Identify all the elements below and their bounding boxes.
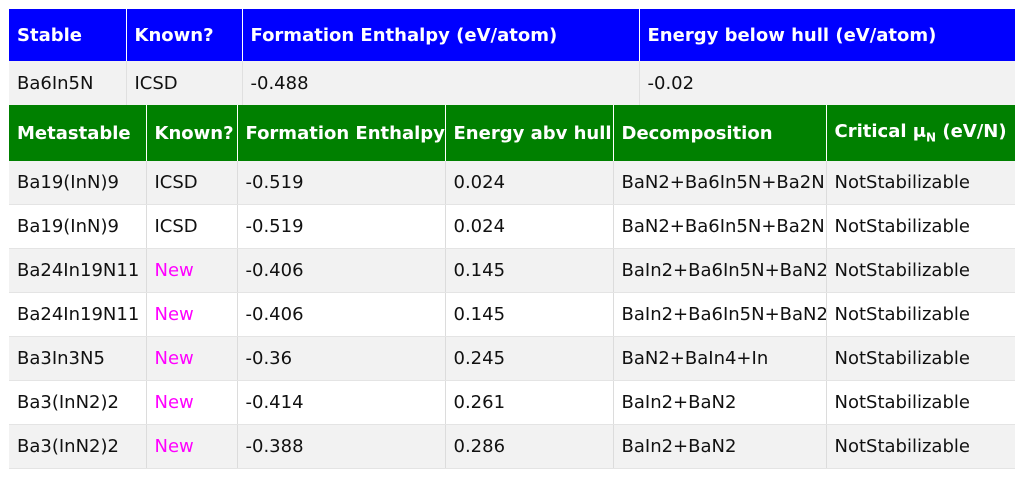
cell-decomposition: BaN2+Ba6In5N+Ba2N — [613, 161, 827, 205]
stable-header-cell: Known? — [126, 9, 243, 61]
metastable-header-cell: Formation Enthalpy — [237, 105, 446, 161]
cell-name: Ba19(InN)9 — [9, 204, 147, 249]
cell-name: Ba3(InN2)2 — [9, 424, 147, 469]
cell-known: New — [146, 380, 238, 425]
cell-decomposition: BaIn2+BaN2 — [613, 380, 827, 425]
cell-name: Ba24In19N11 — [9, 248, 147, 293]
table-row: Ba3(InN2)2 New -0.414 0.261 BaIn2+BaN2 NotSta… — [9, 380, 1015, 425]
cell-hull: 0.245 — [445, 336, 614, 381]
cell-decomposition: BaN2+BaIn4+In — [613, 336, 827, 381]
stable-table: Stable Known? Formation Enthalpy (eV/ato… — [9, 9, 1015, 105]
table-row: Ba19(InN)9 ICSD -0.519 0.024 BaN2+Ba6In5N+Ba… — [9, 204, 1015, 249]
cell-decomposition: BaN2+Ba6In5N+Ba2N — [613, 204, 827, 249]
critical-label: Critical μ — [834, 121, 927, 143]
stable-cell: -0.02 — [639, 61, 1015, 105]
cell-formation: -0.406 — [237, 248, 446, 293]
stable-cell: Ba6In5N — [9, 61, 127, 105]
cell-formation: -0.36 — [237, 336, 446, 381]
cell-hull: 0.286 — [445, 424, 614, 469]
critical-subscript: N — [926, 130, 937, 145]
cell-known: ICSD — [146, 161, 238, 205]
metastable-header-cell: Energy abv hull — [445, 105, 614, 161]
cell-formation: -0.406 — [237, 292, 446, 337]
cell-formation: -0.388 — [237, 424, 446, 469]
results-container: Stable Known? Formation Enthalpy (eV/ato… — [9, 9, 1015, 469]
cell-hull: 0.261 — [445, 380, 614, 425]
metastable-header-cell: Known? — [146, 105, 238, 161]
table-row: Ba19(InN)9 ICSD -0.519 0.024 BaN2+Ba6In5N+Ba… — [9, 161, 1015, 205]
cell-hull: 0.145 — [445, 292, 614, 337]
table-row: Ba3In3N5 New -0.36 0.245 BaN2+BaIn4+In NotSta… — [9, 336, 1015, 381]
stable-header-cell: Formation Enthalpy (eV/atom) — [242, 9, 640, 61]
cell-hull: 0.024 — [445, 204, 614, 249]
cell-known: New — [146, 248, 238, 293]
metastable-header-row: Metastable Known? Formation Enthalpy Ene… — [9, 105, 1015, 161]
table-row: Ba24In19N11 New -0.406 0.145 BaIn2+Ba6In5N+B… — [9, 292, 1015, 337]
cell-formation: -0.519 — [237, 161, 446, 205]
stable-header-cell: Stable — [9, 9, 127, 61]
cell-hull: 0.024 — [445, 161, 614, 205]
cell-known: New — [146, 424, 238, 469]
table-row: Ba24In19N11 New -0.406 0.145 BaIn2+Ba6In5N+B… — [9, 248, 1015, 293]
stable-header-row: Stable Known? Formation Enthalpy (eV/ato… — [9, 9, 1015, 61]
metastable-table: Metastable Known? Formation Enthalpy Ene… — [9, 105, 1015, 469]
metastable-header-cell: Critical μN (eV/N) — [826, 105, 1015, 161]
cell-hull: 0.145 — [445, 248, 614, 293]
cell-critical: NotStabilizable — [826, 248, 1015, 293]
cell-critical: NotStabilizable — [826, 424, 1015, 469]
cell-critical: NotStabilizable — [826, 292, 1015, 337]
stable-cell: ICSD — [126, 61, 243, 105]
cell-name: Ba3In3N5 — [9, 336, 147, 381]
critical-unit: (eV/N) — [936, 121, 1007, 143]
cell-known: New — [146, 336, 238, 381]
cell-decomposition: BaIn2+BaN2 — [613, 424, 827, 469]
stable-header-cell: Energy below hull (eV/atom) — [639, 9, 1015, 61]
stable-data-row: Ba6In5N ICSD -0.488 -0.02 — [9, 61, 1015, 105]
cell-critical: NotStabilizable — [826, 161, 1015, 205]
cell-decomposition: BaIn2+Ba6In5N+BaN2 — [613, 248, 827, 293]
cell-formation: -0.519 — [237, 204, 446, 249]
cell-known: ICSD — [146, 204, 238, 249]
stable-cell: -0.488 — [242, 61, 640, 105]
metastable-header-cell: Decomposition — [613, 105, 827, 161]
cell-critical: NotStabilizable — [826, 336, 1015, 381]
cell-decomposition: BaIn2+Ba6In5N+BaN2 — [613, 292, 827, 337]
cell-name: Ba3(InN2)2 — [9, 380, 147, 425]
metastable-header-cell: Metastable — [9, 105, 147, 161]
cell-formation: -0.414 — [237, 380, 446, 425]
cell-name: Ba24In19N11 — [9, 292, 147, 337]
table-row: Ba3(InN2)2 New -0.388 0.286 BaIn2+BaN2 NotSta… — [9, 424, 1015, 469]
cell-critical: NotStabilizable — [826, 380, 1015, 425]
cell-critical: NotStabilizable — [826, 204, 1015, 249]
cell-name: Ba19(InN)9 — [9, 161, 147, 205]
cell-known: New — [146, 292, 238, 337]
metastable-body: Ba19(InN)9 ICSD -0.519 0.024 BaN2+Ba6In5N+Ba… — [9, 161, 1015, 469]
